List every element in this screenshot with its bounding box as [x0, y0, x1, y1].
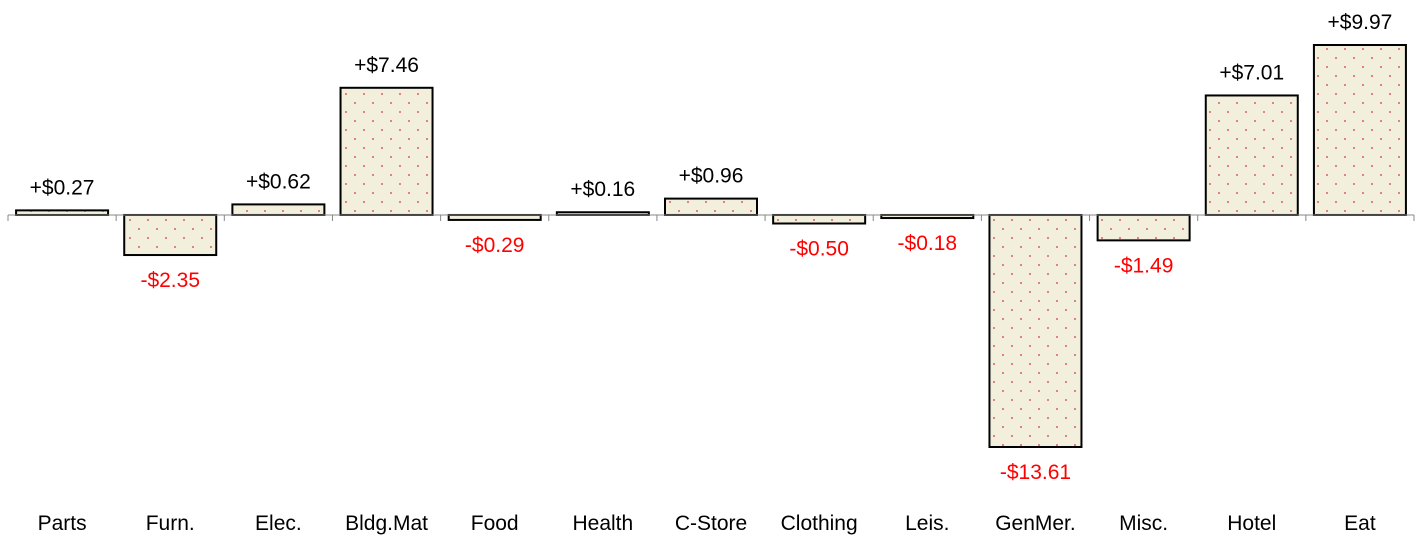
- value-label: +$9.97: [1328, 11, 1393, 34]
- value-label: -$0.50: [789, 237, 849, 260]
- x-tick-label: Food: [471, 512, 519, 535]
- bar: [447, 213, 542, 221]
- bar: [1204, 94, 1299, 216]
- x-tick-label: Bldg.Mat: [345, 512, 428, 535]
- value-label: +$0.96: [679, 165, 744, 188]
- x-tick-label: Hotel: [1227, 512, 1276, 535]
- value-label: +$0.16: [570, 178, 635, 201]
- x-tick-label: Misc.: [1119, 512, 1168, 535]
- bar: [339, 86, 434, 216]
- x-tick-label: Elec.: [255, 512, 302, 535]
- bar: [1312, 44, 1407, 216]
- x-tick-label: Leis.: [905, 512, 949, 535]
- value-label: +$0.27: [30, 176, 95, 199]
- bar: [1096, 213, 1191, 242]
- value-label: +$7.46: [354, 54, 419, 77]
- x-tick-label: GenMer.: [995, 512, 1076, 535]
- x-tick-label: Furn.: [146, 512, 195, 535]
- value-label: -$1.49: [1114, 254, 1174, 277]
- x-tick-label: C-Store: [675, 512, 747, 535]
- value-label: -$0.29: [465, 234, 525, 257]
- bar: [772, 213, 867, 225]
- value-label: +$0.62: [246, 170, 311, 193]
- value-label: -$13.61: [1000, 461, 1071, 484]
- bar: [988, 213, 1083, 448]
- x-tick-label: Parts: [38, 512, 87, 535]
- bar: [664, 197, 758, 216]
- x-tick-label: Health: [572, 512, 633, 535]
- value-label: +$7.01: [1219, 61, 1284, 84]
- bar: [123, 213, 218, 257]
- bar: [231, 203, 326, 216]
- x-tick-label: Clothing: [781, 512, 858, 535]
- bar: [15, 209, 110, 216]
- value-label: -$0.18: [898, 232, 958, 255]
- x-tick-label: Eat: [1344, 512, 1376, 535]
- value-label: -$2.35: [140, 269, 200, 292]
